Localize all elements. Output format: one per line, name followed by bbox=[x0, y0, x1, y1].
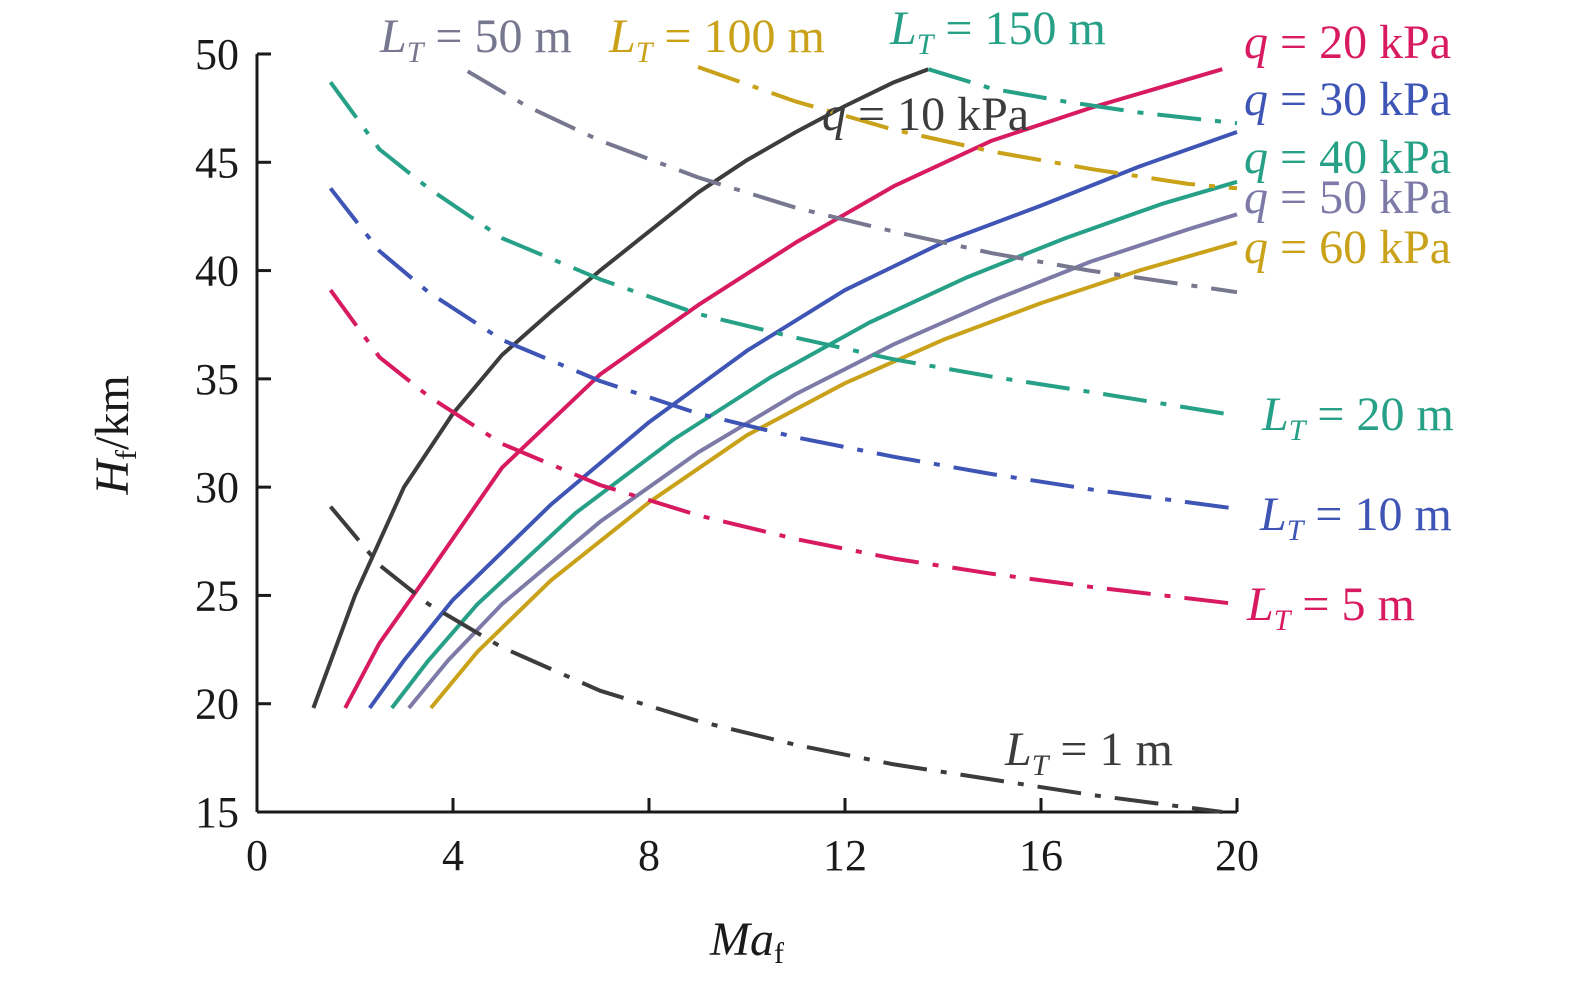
y-tick-label: 15 bbox=[195, 788, 239, 837]
q-series-label-3: q = 40 kPa bbox=[1244, 131, 1451, 184]
y-tick-label: 40 bbox=[195, 247, 239, 296]
y-tick-label: 50 bbox=[195, 30, 239, 79]
x-tick-label: 8 bbox=[638, 831, 660, 880]
lt-series-label-11: LT = 100 m bbox=[608, 10, 825, 69]
y-axis-title: Hf/km bbox=[86, 375, 143, 495]
lt-series-label-9: LT = 20 m bbox=[1261, 388, 1454, 447]
q-series-label-4: q = 50 kPa bbox=[1244, 171, 1451, 224]
x-tick-label: 0 bbox=[246, 831, 268, 880]
q-series-line-3 bbox=[390, 179, 1238, 710]
x-axis-title: Maf bbox=[709, 913, 784, 970]
lt-series-line-8 bbox=[328, 187, 1238, 511]
q-series-line-1 bbox=[343, 67, 1223, 709]
q-series-line-0 bbox=[311, 67, 930, 709]
q-series-label-0: q = 10 kPa bbox=[822, 88, 1029, 141]
lt-series-label-10: LT = 50 m bbox=[379, 10, 572, 69]
lt-series-label-8: LT = 10 m bbox=[1259, 488, 1452, 547]
lt-series-line-12 bbox=[927, 67, 1238, 126]
lt-series-label-6: LT = 1 m bbox=[1004, 723, 1173, 782]
x-tick-label: 20 bbox=[1215, 831, 1259, 880]
y-tick-label: 20 bbox=[195, 680, 239, 729]
lt-series-label-7: LT = 5 m bbox=[1246, 578, 1415, 637]
lt-series-line-7 bbox=[328, 288, 1238, 607]
y-tick-label: 25 bbox=[195, 571, 239, 620]
axes: 0 4 8 12 16 20 15 20 25 30 35 40 45 50 bbox=[195, 30, 1259, 880]
y-tick-label: 45 bbox=[195, 138, 239, 187]
x-tick-label: 12 bbox=[823, 831, 867, 880]
lt-series-line-6 bbox=[328, 505, 1223, 814]
x-tick-label: 16 bbox=[1019, 831, 1063, 880]
q-series-label-2: q = 30 kPa bbox=[1244, 73, 1451, 126]
y-tick-label: 30 bbox=[195, 463, 239, 512]
series-layer bbox=[311, 65, 1238, 814]
lt-series-label-12: LT = 150 m bbox=[889, 2, 1106, 61]
q-series-label-5: q = 60 kPa bbox=[1244, 221, 1451, 274]
lt-series-line-11 bbox=[697, 65, 1238, 191]
q-series-line-2 bbox=[368, 130, 1238, 710]
q-series-line-5 bbox=[429, 240, 1238, 710]
q-series-line-4 bbox=[407, 212, 1238, 710]
y-tick-label: 35 bbox=[195, 355, 239, 404]
x-tick-label: 4 bbox=[442, 831, 464, 880]
lt-series-line-10 bbox=[466, 69, 1238, 295]
q-series-label-1: q = 20 kPa bbox=[1244, 16, 1451, 69]
